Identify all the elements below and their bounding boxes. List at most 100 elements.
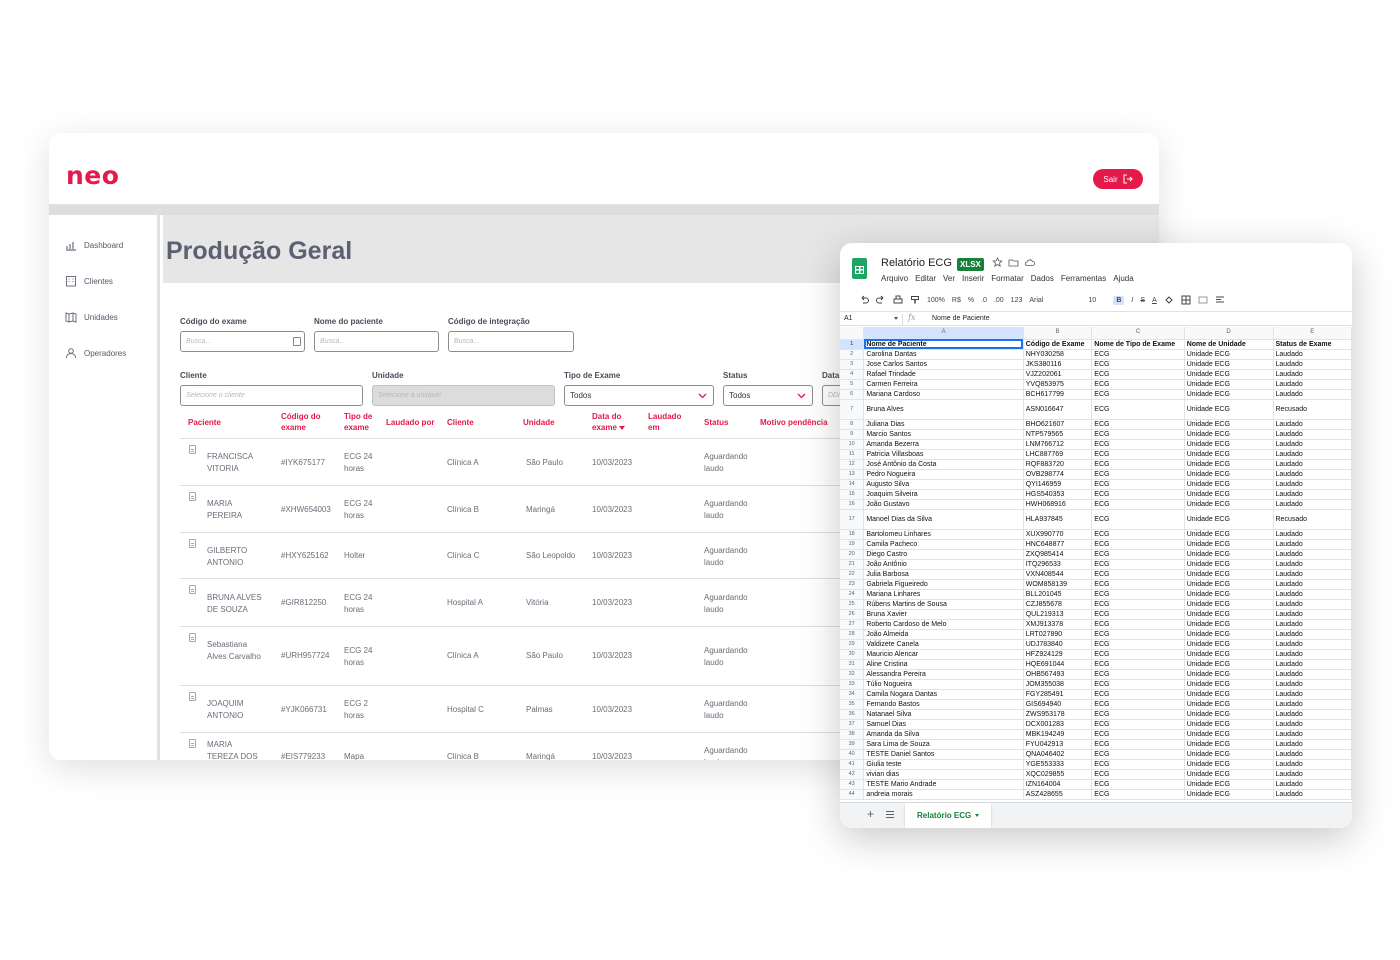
grid-cell[interactable]: VXN408544 — [1023, 569, 1093, 580]
menu-item[interactable]: Ferramentas — [1060, 274, 1107, 283]
grid-cell[interactable]: LHC887769 — [1023, 449, 1093, 460]
grid-cell[interactable]: OHB567493 — [1023, 669, 1093, 680]
sidebar-item-dashboard[interactable]: Dashboard — [65, 239, 123, 251]
grid-cell[interactable]: Laudado — [1273, 739, 1352, 750]
grid-cell[interactable]: ECG — [1091, 579, 1185, 590]
row-number[interactable]: 44 — [840, 789, 865, 800]
grid-cell[interactable]: Laudado — [1273, 709, 1352, 720]
row-number[interactable]: 34 — [840, 689, 865, 700]
bold-button[interactable]: B — [1113, 295, 1125, 305]
grid-cell[interactable]: Bruna Alves — [863, 399, 1024, 420]
grid-cell[interactable]: ECG — [1091, 489, 1185, 500]
grid-cell[interactable]: DCX001283 — [1023, 719, 1093, 730]
grid-cell[interactable]: Laudado — [1273, 559, 1352, 570]
grid-cell[interactable]: Unidade ECG — [1184, 779, 1274, 790]
grid-cell[interactable]: ECG — [1091, 559, 1185, 570]
neo-logo[interactable]: neo — [66, 161, 120, 190]
grid-cell[interactable]: ECG — [1091, 549, 1185, 560]
grid-cell[interactable]: Unidade ECG — [1184, 669, 1274, 680]
grid-cell[interactable]: Unidade ECG — [1184, 419, 1274, 430]
grid-cell[interactable]: Amanda da Silva — [863, 729, 1024, 740]
grid-cell[interactable]: Carmen Ferreira — [863, 379, 1024, 390]
print-icon[interactable] — [893, 295, 903, 305]
grid-cell[interactable]: Unidade ECG — [1184, 479, 1274, 490]
status-select[interactable]: Todos — [723, 385, 813, 406]
grid-cell[interactable]: Túlio Nogueira — [863, 679, 1024, 690]
grid-cell[interactable]: Unidade ECG — [1184, 739, 1274, 750]
grid-cell[interactable]: TESTE Daniel Santos — [863, 749, 1024, 760]
th-unidade[interactable]: Unidade — [523, 418, 555, 427]
grid-cell[interactable]: ECG — [1091, 659, 1185, 670]
strikethrough-button[interactable]: S — [1140, 296, 1146, 304]
fill-color-icon[interactable] — [1164, 295, 1174, 305]
header-cell[interactable]: Código de Exame — [1023, 339, 1093, 350]
grid-cell[interactable]: Laudado — [1273, 779, 1352, 790]
grid-cell[interactable]: Juliana Dias — [863, 419, 1024, 430]
grid-cell[interactable]: Laudado — [1273, 719, 1352, 730]
grid-cell[interactable]: ECG — [1091, 759, 1185, 770]
currency-button[interactable]: R$ — [951, 296, 961, 304]
undo-icon[interactable] — [859, 295, 869, 305]
grid-cell[interactable]: ECG — [1091, 479, 1185, 490]
grid-cell[interactable]: FYU042913 — [1023, 739, 1093, 750]
grid-cell[interactable]: Mauricio Alencar — [863, 649, 1024, 660]
menu-item[interactable]: Dados — [1030, 274, 1054, 283]
grid-cell[interactable]: Unidade ECG — [1184, 599, 1274, 610]
column-header[interactable]: B — [1023, 327, 1093, 340]
grid-cell[interactable]: YVQ853975 — [1023, 379, 1093, 390]
grid-cell[interactable]: Unidade ECG — [1184, 449, 1274, 460]
grid-cell[interactable]: BLL201045 — [1023, 589, 1093, 600]
th-status[interactable]: Status — [704, 418, 729, 427]
grid-cell[interactable]: Laudado — [1273, 419, 1352, 430]
row-number[interactable]: 8 — [840, 419, 865, 430]
row-number[interactable]: 16 — [840, 499, 865, 510]
row-number[interactable]: 26 — [840, 609, 865, 620]
row-number[interactable]: 31 — [840, 659, 865, 670]
grid-cell[interactable]: ECG — [1091, 629, 1185, 640]
grid-cell[interactable]: Unidade ECG — [1184, 539, 1274, 550]
th-paciente[interactable]: Paciente — [188, 418, 221, 427]
grid-cell[interactable]: GIS694940 — [1023, 699, 1093, 710]
grid-cell[interactable]: ECG — [1091, 499, 1185, 510]
grid-cell[interactable]: UDJ783840 — [1023, 639, 1093, 650]
grid-cell[interactable]: Unidade ECG — [1184, 399, 1274, 420]
grid-cell[interactable]: Laudado — [1273, 619, 1352, 630]
folder-icon[interactable] — [1008, 257, 1019, 268]
row-number[interactable]: 38 — [840, 729, 865, 740]
grid-cell[interactable]: Laudado — [1273, 649, 1352, 660]
grid-cell[interactable]: Unidade ECG — [1184, 439, 1274, 450]
grid-cell[interactable]: Laudado — [1273, 479, 1352, 490]
grid-cell[interactable]: ECG — [1091, 599, 1185, 610]
document-icon[interactable] — [189, 445, 196, 454]
grid-cell[interactable]: ECG — [1091, 379, 1185, 390]
grid-cell[interactable]: NTP579565 — [1023, 429, 1093, 440]
grid-cell[interactable]: Recusado — [1273, 509, 1352, 530]
grid-cell[interactable]: ECG — [1091, 689, 1185, 700]
th-cliente[interactable]: Cliente — [447, 418, 474, 427]
column-header[interactable]: A — [863, 327, 1024, 340]
grid-cell[interactable]: Laudado — [1273, 759, 1352, 770]
grid-cell[interactable]: JOM355038 — [1023, 679, 1093, 690]
grid-cell[interactable]: ZXQ985414 — [1023, 549, 1093, 560]
grid-cell[interactable]: ECG — [1091, 459, 1185, 470]
grid-cell[interactable]: Unidade ECG — [1184, 659, 1274, 670]
grid-cell[interactable]: TESTE Mario Andrade — [863, 779, 1024, 790]
grid-cell[interactable]: Rafael Trindade — [863, 369, 1024, 380]
grid-cell[interactable]: Unidade ECG — [1184, 579, 1274, 590]
grid-cell[interactable]: IZN164004 — [1023, 779, 1093, 790]
row-number[interactable]: 3 — [840, 359, 865, 370]
grid-cell[interactable]: Unidade ECG — [1184, 499, 1274, 510]
grid-cell[interactable]: QYI146959 — [1023, 479, 1093, 490]
nome-paciente-input[interactable]: Busca... — [314, 331, 439, 352]
grid-cell[interactable]: ECG — [1091, 449, 1185, 460]
grid-cell[interactable]: Laudado — [1273, 579, 1352, 590]
grid-cell[interactable]: Unidade ECG — [1184, 549, 1274, 560]
grid-cell[interactable]: ECG — [1091, 729, 1185, 740]
grid-cell[interactable]: Unidade ECG — [1184, 649, 1274, 660]
row-number[interactable]: 21 — [840, 559, 865, 570]
grid-cell[interactable]: Laudado — [1273, 639, 1352, 650]
grid-cell[interactable]: Laudado — [1273, 609, 1352, 620]
grid-cell[interactable]: Mariana Cardoso — [863, 389, 1024, 400]
grid-cell[interactable]: RQF883720 — [1023, 459, 1093, 470]
grid-cell[interactable]: Jose Carlos Santos — [863, 359, 1024, 370]
